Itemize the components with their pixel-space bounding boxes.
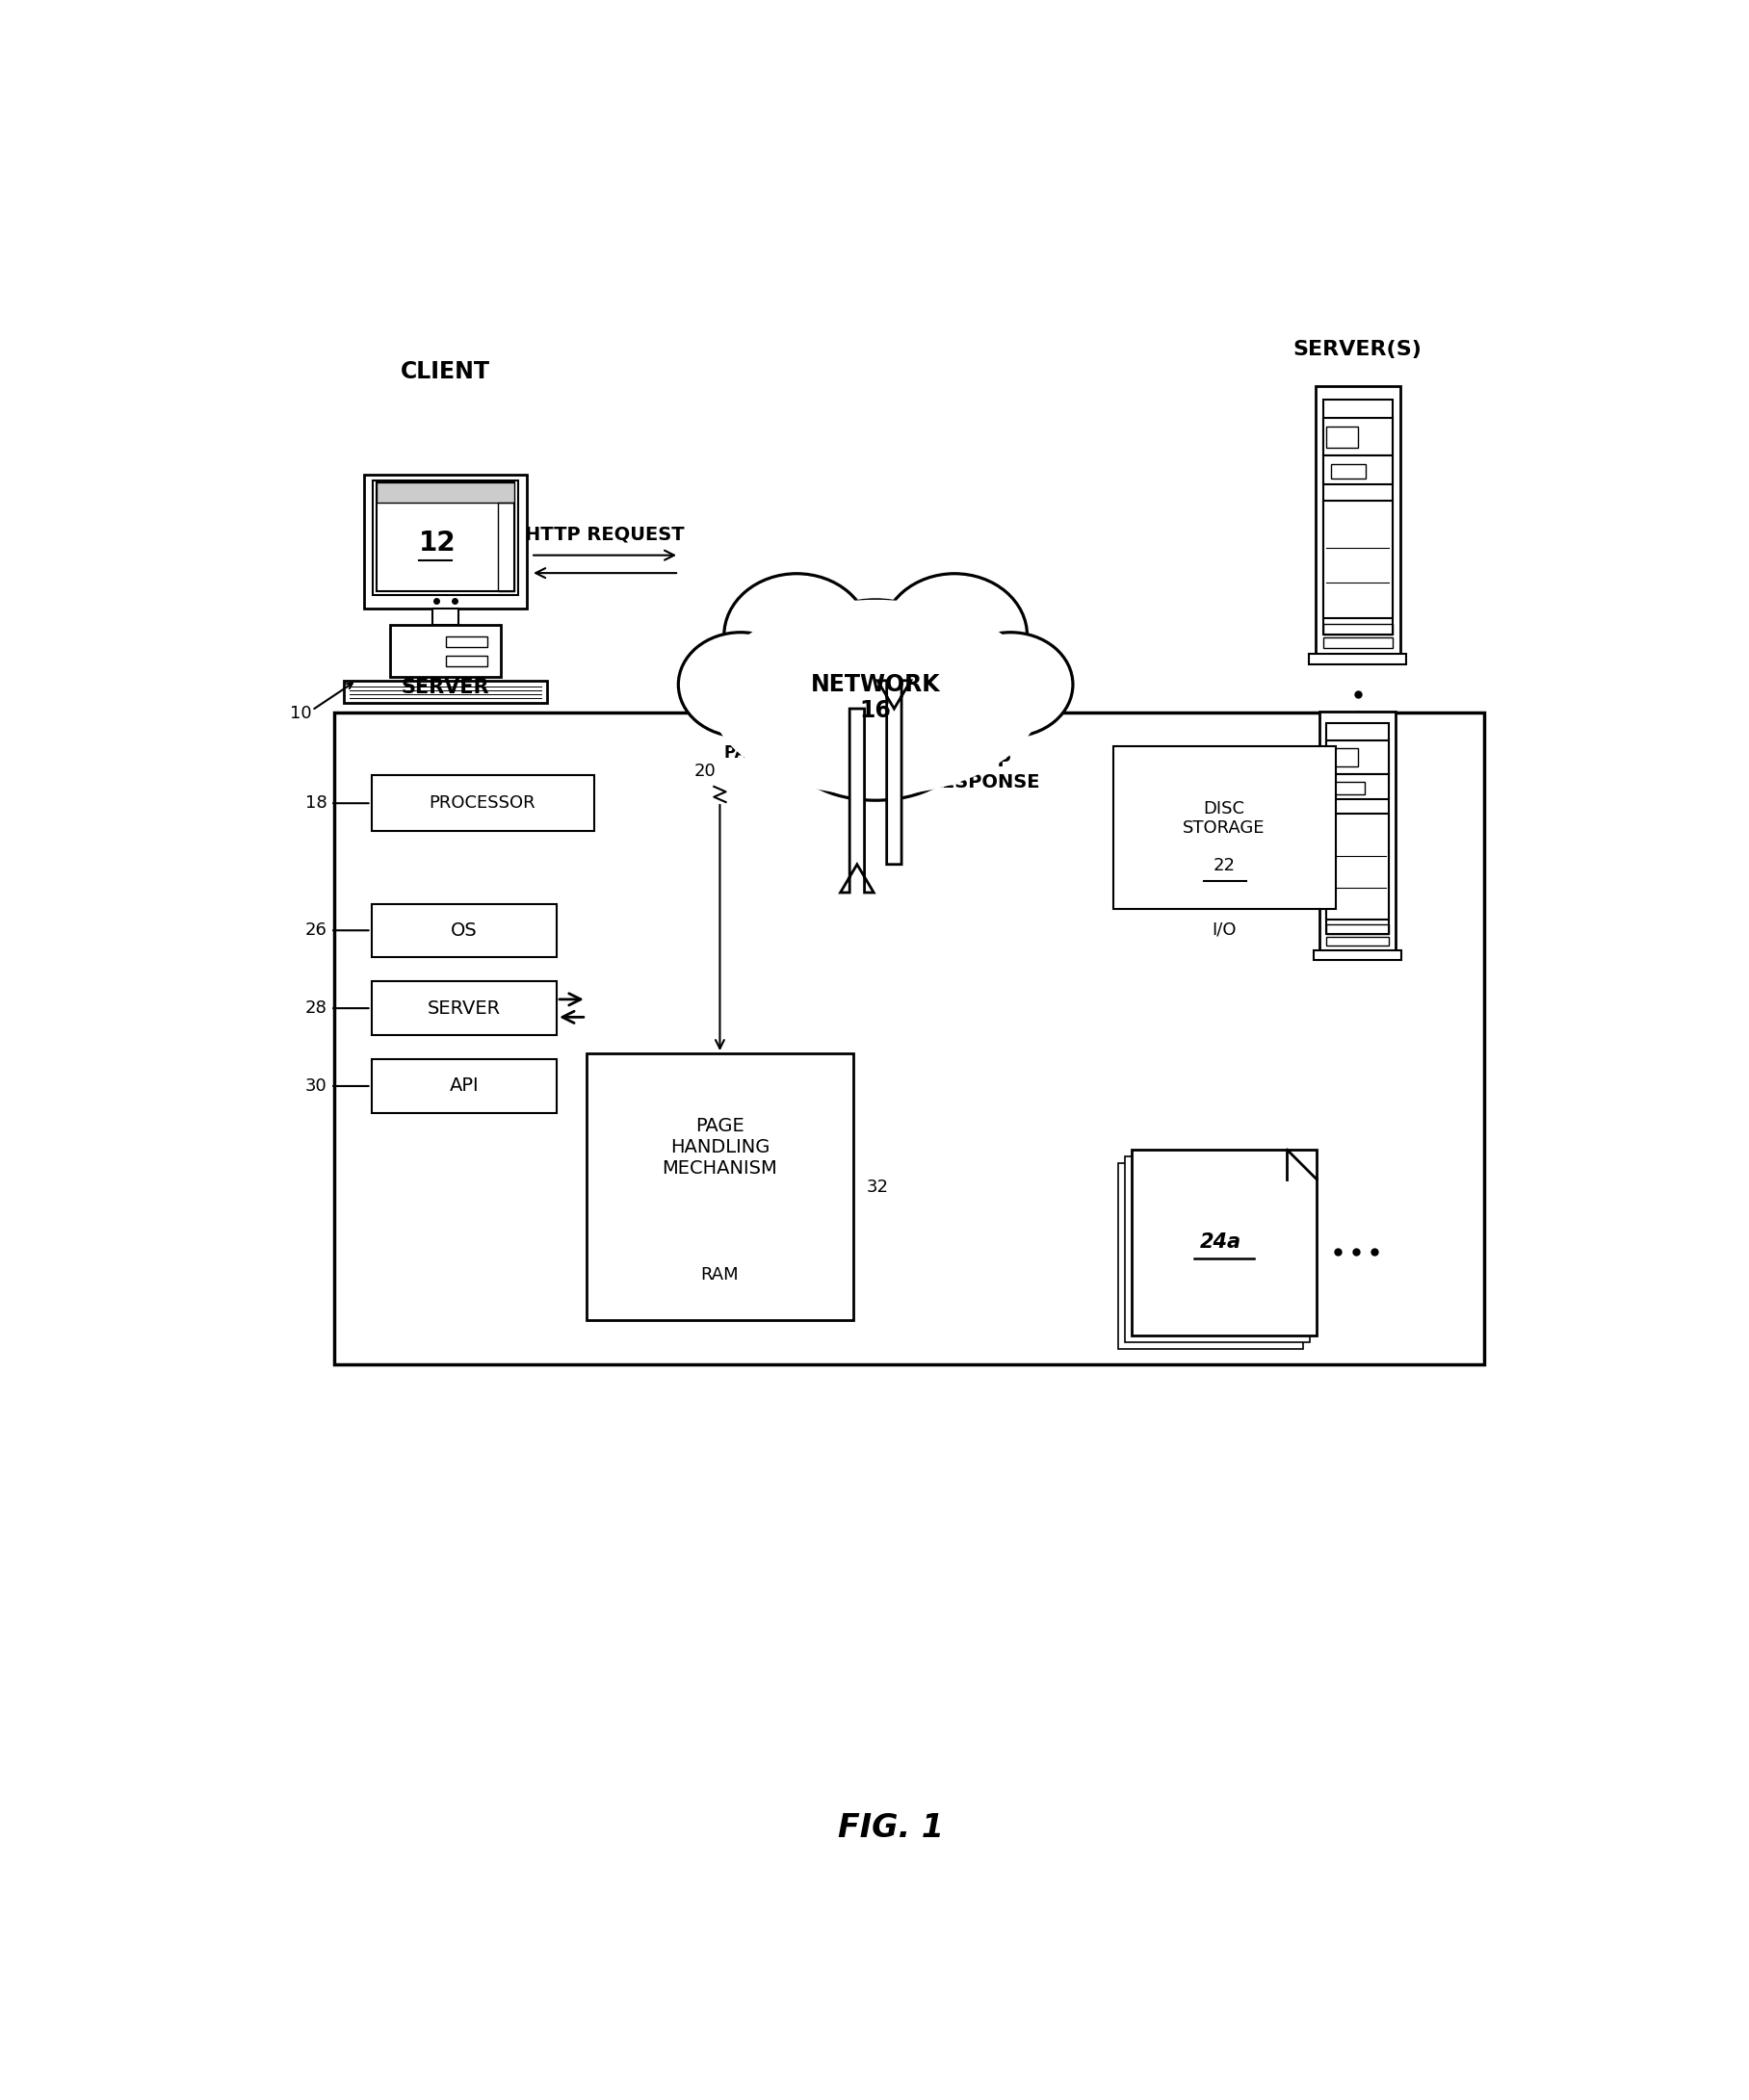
Bar <box>1322 418 1392 456</box>
Bar <box>371 981 556 1035</box>
Bar <box>1322 456 1392 483</box>
Bar <box>1329 748 1357 766</box>
Text: PROCESSOR: PROCESSOR <box>429 794 535 813</box>
Ellipse shape <box>789 601 962 737</box>
Text: FIG. 1: FIG. 1 <box>838 1812 943 1844</box>
Bar <box>376 483 514 502</box>
Ellipse shape <box>679 632 803 737</box>
Text: HTTP
RESPONSE: HTTP RESPONSE <box>927 752 1039 792</box>
Text: SERVER: SERVER <box>427 1000 500 1016</box>
Bar <box>432 609 458 626</box>
Bar <box>446 655 488 666</box>
Bar <box>1334 781 1364 794</box>
Ellipse shape <box>768 685 901 783</box>
Bar <box>1125 1157 1310 1342</box>
Bar <box>1327 739 1389 773</box>
Bar <box>371 775 595 832</box>
Bar <box>1327 722 1389 934</box>
Text: 26: 26 <box>304 922 327 939</box>
Bar <box>586 1054 854 1321</box>
Bar <box>1331 464 1366 479</box>
Bar <box>371 1058 556 1113</box>
Text: 10: 10 <box>290 706 311 722</box>
Polygon shape <box>878 680 911 865</box>
Bar <box>446 636 488 647</box>
Polygon shape <box>840 708 874 892</box>
Text: 20: 20 <box>694 762 715 781</box>
Text: OS: OS <box>451 922 477 939</box>
Bar <box>373 481 518 594</box>
Bar <box>376 483 514 592</box>
Bar <box>390 626 502 676</box>
Bar <box>498 502 514 592</box>
Bar <box>1327 937 1389 945</box>
Bar <box>1112 746 1336 909</box>
Text: RAM: RAM <box>701 1266 738 1283</box>
Text: DISC
STORAGE: DISC STORAGE <box>1182 800 1265 838</box>
Bar <box>1132 1151 1317 1336</box>
Text: 24a: 24a <box>1200 1233 1242 1252</box>
Text: 12: 12 <box>418 529 456 556</box>
Bar <box>1322 399 1392 634</box>
Ellipse shape <box>689 575 1062 819</box>
Bar <box>1308 653 1406 664</box>
Ellipse shape <box>792 710 958 800</box>
Text: PAGE
HANDLING
MECHANISM: PAGE HANDLING MECHANISM <box>663 1117 778 1178</box>
Text: SERVER(S): SERVER(S) <box>1293 340 1422 359</box>
Bar <box>1315 386 1399 653</box>
Bar <box>1322 638 1392 649</box>
Ellipse shape <box>881 573 1027 697</box>
Text: PAGE DATA FILES: PAGE DATA FILES <box>724 746 878 762</box>
Text: 28: 28 <box>304 1000 327 1016</box>
Text: I/O: I/O <box>1212 922 1237 939</box>
Text: CLIENT: CLIENT <box>401 359 490 382</box>
Text: HTTP REQUEST: HTTP REQUEST <box>525 525 684 544</box>
Bar <box>1327 815 1389 920</box>
Ellipse shape <box>724 573 869 697</box>
Bar <box>343 680 547 704</box>
Bar <box>364 475 526 609</box>
Bar <box>1118 1163 1303 1348</box>
Text: API: API <box>449 1077 479 1096</box>
Bar <box>1320 712 1396 951</box>
Ellipse shape <box>850 685 983 783</box>
Text: NETWORK
16: NETWORK 16 <box>812 672 941 722</box>
Text: 18: 18 <box>304 794 327 813</box>
Text: 30: 30 <box>304 1077 327 1094</box>
Bar <box>1327 924 1389 934</box>
Text: SERVER: SERVER <box>401 678 490 697</box>
Text: 32: 32 <box>868 1178 888 1195</box>
Bar <box>1322 500 1392 617</box>
Text: 22: 22 <box>1214 857 1235 874</box>
Bar <box>1313 951 1401 960</box>
Bar <box>371 903 556 958</box>
Bar <box>1326 426 1357 447</box>
Bar <box>1327 773 1389 800</box>
Bar <box>334 712 1483 1365</box>
Ellipse shape <box>948 632 1072 737</box>
Polygon shape <box>1287 1151 1317 1180</box>
Ellipse shape <box>710 601 1042 796</box>
Bar <box>1322 624 1392 634</box>
